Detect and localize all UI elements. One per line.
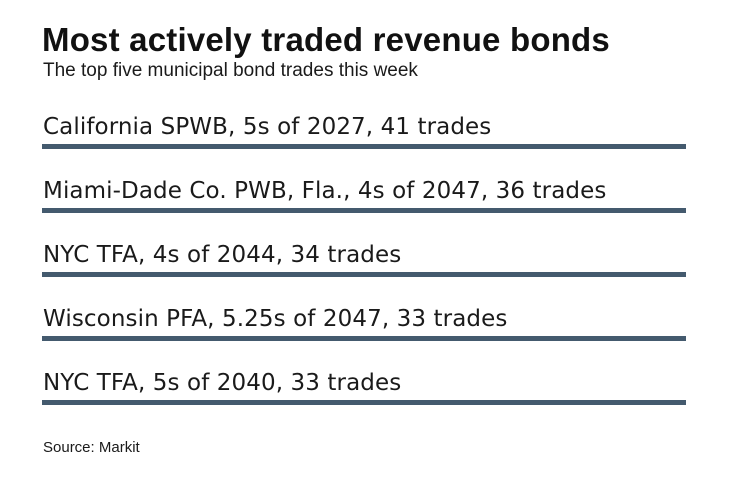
bond-row: Miami-Dade Co. PWB, Fla., 4s of 2047, 36… [42, 176, 686, 240]
chart-subtitle: The top five municipal bond trades this … [43, 60, 418, 81]
bond-row-label: Miami-Dade Co. PWB, Fla., 4s of 2047, 36… [43, 178, 607, 204]
bond-trade-list: California SPWB, 5s of 2027, 41 trades Mi… [42, 112, 686, 432]
bond-row: Wisconsin PFA, 5.25s of 2047, 33 trades [42, 304, 686, 368]
bond-row-bar [42, 400, 686, 405]
bond-row: NYC TFA, 4s of 2044, 34 trades [42, 240, 686, 304]
bond-row-bar [42, 144, 686, 149]
bond-row-label: NYC TFA, 4s of 2044, 34 trades [43, 242, 402, 268]
bond-row-label: California SPWB, 5s of 2027, 41 trades [43, 114, 492, 140]
bond-row-label: NYC TFA, 5s of 2040, 33 trades [43, 370, 402, 396]
chart-title: Most actively traded revenue bonds [42, 21, 610, 58]
bond-row-label: Wisconsin PFA, 5.25s of 2047, 33 trades [43, 306, 508, 332]
bond-row-bar [42, 272, 686, 277]
source-note: Source: Markit [43, 439, 140, 456]
bond-row: NYC TFA, 5s of 2040, 33 trades [42, 368, 686, 432]
bond-row-bar [42, 208, 686, 213]
bond-row-bar [42, 336, 686, 341]
bond-row: California SPWB, 5s of 2027, 41 trades [42, 112, 686, 176]
